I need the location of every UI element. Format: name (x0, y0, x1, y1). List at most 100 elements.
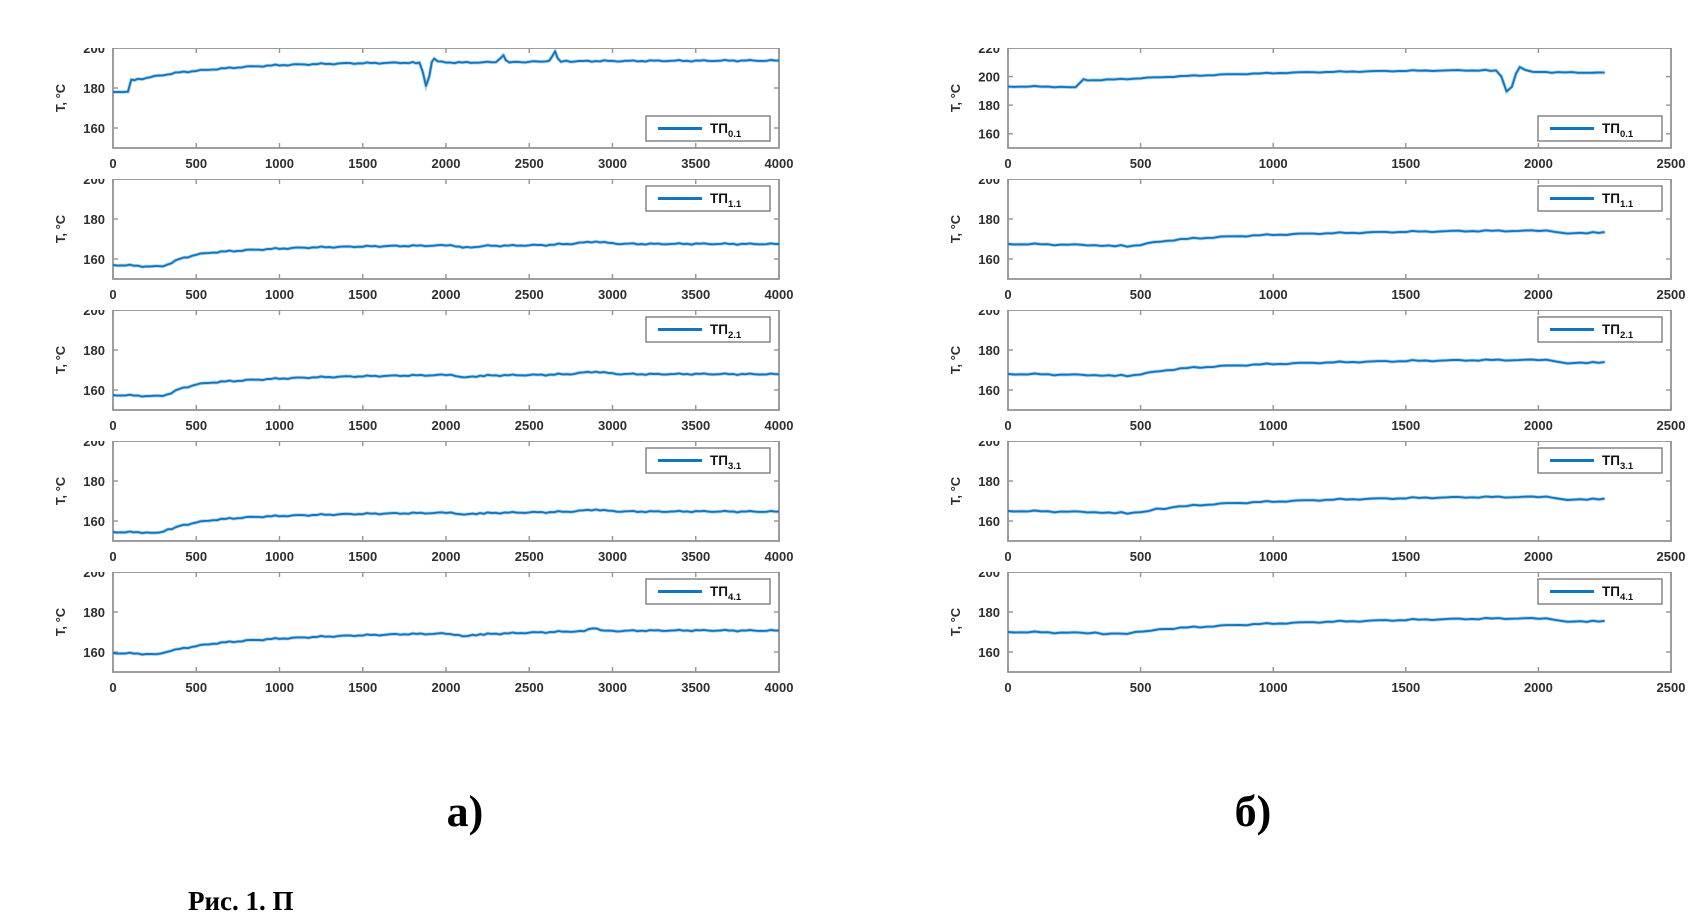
svg-text:500: 500 (1130, 549, 1152, 564)
svg-text:500: 500 (185, 680, 207, 695)
svg-text:3000: 3000 (598, 287, 627, 302)
svg-text:500: 500 (1130, 418, 1152, 433)
legend-L3: ТП2.1 (645, 316, 771, 343)
chart-svg-R2: 0 500 1000 1500 2000 2500 160 180 200 T, °C ТП1.1 (948, 179, 1686, 302)
y-tick-labels: 160 180 200 220 (978, 48, 1000, 142)
svg-text:180: 180 (83, 605, 105, 620)
svg-text:0: 0 (1004, 680, 1011, 695)
svg-text:4000: 4000 (765, 680, 794, 695)
svg-text:160: 160 (83, 514, 105, 529)
svg-text:200: 200 (83, 310, 105, 318)
svg-text:200: 200 (978, 310, 1000, 318)
tick-marks (1007, 441, 1672, 541)
y-tick-labels: 160 180 200 (83, 179, 105, 267)
legend-R1: ТП0.1 (1537, 115, 1663, 142)
x-tick-labels: 0 500 1000 1500 2000 2500 (1004, 549, 1685, 564)
y-axis-label: T, °C (948, 476, 963, 505)
legend-L5: ТП4.1 (645, 578, 771, 605)
axes-box (112, 572, 780, 673)
svg-text:0: 0 (1004, 549, 1011, 564)
svg-text:1000: 1000 (1259, 418, 1288, 433)
svg-text:160: 160 (978, 127, 1000, 142)
svg-text:2500: 2500 (1657, 549, 1686, 564)
svg-text:1000: 1000 (265, 680, 294, 695)
svg-text:1500: 1500 (1391, 156, 1420, 171)
svg-text:1500: 1500 (1391, 287, 1420, 302)
svg-text:0: 0 (1004, 287, 1011, 302)
figure-caption-fragment: Рис. 1. П (188, 886, 294, 916)
chart-svg-R1: 0 500 1000 1500 2000 2500 160 180 200 220 T, °C ТП0… (948, 48, 1685, 171)
svg-text:1000: 1000 (1259, 549, 1288, 564)
chart-panel-L4: 0 500 1000 1500 2000 2500 3000 3500 4000 160 180 20… (38, 441, 807, 577)
y-tick-labels: 160 180 200 (978, 310, 1000, 398)
svg-text:4000: 4000 (765, 287, 794, 302)
y-axis-label: T, °C (53, 214, 68, 243)
svg-text:2500: 2500 (515, 549, 544, 564)
y-tick-labels: 160 180 200 (978, 441, 1000, 529)
svg-text:180: 180 (83, 343, 105, 358)
svg-text:500: 500 (185, 418, 207, 433)
tick-marks (112, 572, 780, 672)
svg-text:0: 0 (1004, 418, 1011, 433)
svg-text:2000: 2000 (1524, 156, 1553, 171)
svg-text:160: 160 (83, 121, 105, 136)
chart-panel-L5: 0 500 1000 1500 2000 2500 3000 3500 4000 160 180 20… (38, 572, 807, 708)
svg-text:180: 180 (978, 605, 1000, 620)
svg-text:160: 160 (978, 514, 1000, 529)
svg-text:2000: 2000 (432, 680, 461, 695)
svg-text:220: 220 (978, 48, 1000, 56)
svg-text:0: 0 (109, 156, 116, 171)
y-tick-labels: 160 180 200 (83, 310, 105, 398)
x-tick-labels: 0 500 1000 1500 2000 2500 (1004, 418, 1685, 433)
chart-panel-R4: 0 500 1000 1500 2000 2500 160 180 200 T, °C ТП3.1 (933, 441, 1698, 577)
svg-text:2000: 2000 (432, 156, 461, 171)
svg-text:1500: 1500 (348, 156, 377, 171)
svg-text:1000: 1000 (1259, 287, 1288, 302)
y-axis-label: T, °C (948, 83, 963, 112)
y-axis-label: T, °C (948, 607, 963, 636)
svg-text:2500: 2500 (515, 156, 544, 171)
legend-R5: ТП4.1 (1537, 578, 1663, 605)
svg-text:4000: 4000 (765, 418, 794, 433)
svg-text:2000: 2000 (432, 549, 461, 564)
x-tick-labels: 0 500 1000 1500 2000 2500 3000 3500 4000 (109, 418, 793, 433)
svg-text:180: 180 (83, 474, 105, 489)
svg-text:500: 500 (1130, 680, 1152, 695)
svg-text:2500: 2500 (1657, 287, 1686, 302)
svg-text:2500: 2500 (515, 418, 544, 433)
series-line-R3 (1008, 358, 1605, 378)
chart-svg-R3: 0 500 1000 1500 2000 2500 160 180 200 T, °C ТП2.1 (948, 310, 1685, 433)
svg-text:200: 200 (83, 179, 105, 187)
x-tick-labels: 0 500 1000 1500 2000 2500 3000 3500 4000 (109, 156, 793, 171)
svg-text:3000: 3000 (598, 680, 627, 695)
svg-text:200: 200 (978, 572, 1000, 580)
svg-text:1500: 1500 (1391, 549, 1420, 564)
series-line-L5 (113, 627, 779, 656)
svg-text:0: 0 (109, 549, 116, 564)
svg-text:2000: 2000 (1524, 549, 1553, 564)
legend-R3: ТП2.1 (1537, 316, 1663, 343)
chart-svg-L1: 0 500 1000 1500 2000 2500 3000 3500 4000 160 180 20… (53, 48, 793, 171)
chart-svg-L5: 0 500 1000 1500 2000 2500 3000 3500 4000 160 180 20… (53, 572, 794, 695)
series-line-L2 (113, 240, 779, 268)
svg-text:1000: 1000 (265, 156, 294, 171)
tick-marks (112, 310, 780, 410)
svg-text:0: 0 (109, 680, 116, 695)
tick-marks (112, 48, 780, 148)
svg-text:200: 200 (83, 441, 105, 449)
svg-text:2000: 2000 (1524, 680, 1553, 695)
svg-text:500: 500 (185, 549, 207, 564)
svg-text:3000: 3000 (598, 418, 627, 433)
series-line-R5 (1008, 617, 1605, 636)
series-line-R4 (1008, 495, 1605, 515)
chart-panel-L1: 0 500 1000 1500 2000 2500 3000 3500 4000 160 180 20… (38, 48, 807, 184)
svg-text:160: 160 (978, 252, 1000, 267)
y-axis-label: T, °C (53, 476, 68, 505)
svg-text:2000: 2000 (1524, 287, 1553, 302)
svg-text:3000: 3000 (598, 549, 627, 564)
svg-text:2500: 2500 (1657, 418, 1686, 433)
chart-svg-R5: 0 500 1000 1500 2000 2500 160 180 200 T, °C ТП4.1 (948, 572, 1685, 695)
svg-text:1000: 1000 (265, 549, 294, 564)
svg-text:0: 0 (109, 418, 116, 433)
panel-label-b: б) (1234, 787, 1272, 836)
